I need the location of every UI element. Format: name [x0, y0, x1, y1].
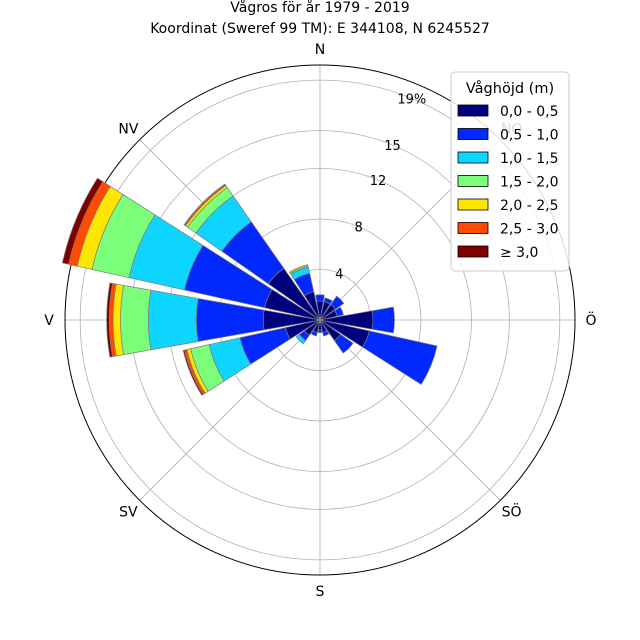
legend-swatch — [457, 198, 489, 211]
rose-bar-dir12-bin2 — [147, 289, 199, 351]
direction-label: NV — [118, 121, 138, 137]
grid-spoke-3 — [319, 319, 501, 501]
direction-label: SÖ — [502, 503, 522, 521]
legend-label: ≥ 3,0 — [500, 245, 538, 261]
radial-tick-label: 12 — [370, 174, 387, 189]
direction-label: N — [315, 42, 325, 58]
radial-tick-label: 15 — [384, 139, 401, 154]
direction-label: SV — [119, 505, 138, 521]
rose-bar-dir6-bin1 — [333, 333, 354, 354]
legend-swatch — [457, 151, 489, 164]
radial-tick-label: 8 — [354, 221, 362, 236]
chart-subtitle: Koordinat (Sweref 99 TM): E 344108, N 62… — [150, 21, 490, 37]
rose-bar-dir12-bin3 — [120, 284, 152, 356]
rose-bar-dir4-bin1 — [371, 306, 395, 334]
legend-swatch — [457, 104, 489, 117]
legend-swatch — [457, 245, 489, 258]
legend-label: 0,0 - 0,5 — [500, 104, 558, 120]
legend-swatch — [457, 128, 489, 140]
legend-swatch — [457, 222, 489, 234]
rose-bar-dir8-bin1 — [317, 329, 323, 333]
rose-bar-dir2-bin1 — [330, 295, 345, 310]
rose-bar-dir3-bin1 — [334, 306, 344, 317]
rose-bar-dir9-bin1 — [310, 330, 318, 337]
rose-bar-dir1-bin1 — [323, 297, 333, 305]
radial-tick-labels: 4 8 12 15 19% — [335, 92, 426, 282]
chart-title: Vågros för år 1979 - 2019 — [230, 0, 409, 16]
legend-box — [450, 71, 570, 272]
outer-ring — [64, 64, 576, 576]
grid-spoke-5 — [139, 319, 321, 501]
rose-bar-dir12-bin6 — [106, 282, 113, 358]
legend-label: 2,5 - 3,0 — [500, 222, 558, 238]
radial-tick-label: 4 — [335, 267, 343, 282]
rose-bar-dir13-bin6 — [62, 177, 104, 265]
direction-label: V — [44, 313, 54, 329]
rose-bar-dir14-bin6 — [183, 183, 226, 226]
legend-label: 1,5 - 2,0 — [500, 175, 558, 191]
direction-label: Ö — [585, 311, 596, 329]
legend-title: Våghöjd (m) — [466, 80, 554, 97]
legend-swatch — [457, 175, 489, 187]
legend: Våghöjd (m) 0,0 - 0,5 0,5 - 1,0 1,0 - 1,5 1… — [450, 71, 570, 272]
radial-tick-label: 19% — [397, 92, 426, 107]
legend-label: 1,0 - 1,5 — [500, 151, 558, 167]
rose-bar-dir10-bin2 — [295, 333, 307, 345]
rose-bar-dir0-bin1 — [315, 294, 325, 302]
rose-bars — [62, 177, 438, 396]
rose-bar-dir15-bin4 — [288, 264, 309, 274]
rose-bar-dir5-bin1 — [362, 330, 438, 385]
legend-label: 0,5 - 1,0 — [500, 128, 558, 144]
direction-label: S — [316, 584, 325, 600]
rose-bar-dir11-bin6 — [182, 349, 204, 396]
legend-entries: 0,0 - 0,5 0,5 - 1,0 1,0 - 1,5 1,5 - 2,0 2,0 … — [457, 104, 558, 261]
legend-label: 2,0 - 2,5 — [500, 198, 558, 214]
rose-bar-dir7-bin1 — [322, 330, 330, 337]
